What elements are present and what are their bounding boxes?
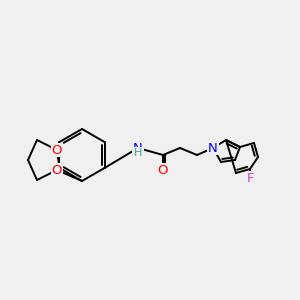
Text: N: N [133,142,143,154]
Text: O: O [52,143,62,157]
Text: F: F [246,172,254,184]
Text: N: N [208,142,218,154]
Text: F: F [246,172,254,184]
Text: O: O [52,164,62,176]
Text: N: N [133,142,143,154]
Text: H: H [134,146,142,160]
Text: N: N [208,142,218,154]
Text: O: O [158,164,168,176]
Text: H: H [134,148,142,158]
Text: O: O [52,143,62,157]
Text: O: O [52,164,62,176]
Text: O: O [158,164,168,176]
